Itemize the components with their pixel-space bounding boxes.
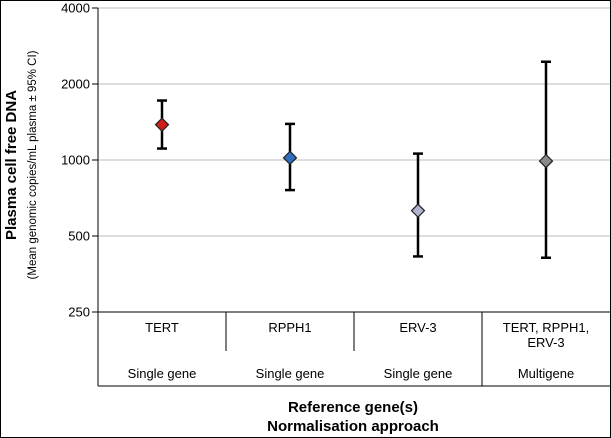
y-tick-labels: 250 500 1000 2000 4000 xyxy=(61,1,90,320)
y-axis-title-group: Plasma cell free DNA xyxy=(3,90,20,240)
y-tick-label: 250 xyxy=(68,305,90,320)
mean-marker xyxy=(154,117,170,133)
mean-marker xyxy=(410,203,426,219)
gridlines xyxy=(98,7,610,237)
group-label: Single gene xyxy=(256,366,325,381)
category-label: TERT xyxy=(145,320,179,335)
y-axis-title: Plasma cell free DNA xyxy=(3,90,20,240)
mean-marker xyxy=(538,153,554,169)
group-label: Single gene xyxy=(384,366,453,381)
category-label: ERV-3 xyxy=(399,320,436,335)
data-point-group xyxy=(154,99,170,150)
y-tick-label: 1000 xyxy=(61,153,90,168)
group-label: Single gene xyxy=(128,366,197,381)
x-axis-subtitle: Normalisation approach xyxy=(267,418,439,435)
data-point-group xyxy=(410,152,426,258)
category-table: TERT Single gene RPPH1 Single gene ERV-3 Sing… xyxy=(98,312,610,387)
category-label: ERV-3 xyxy=(527,335,564,350)
data-point-group xyxy=(538,60,554,260)
mean-marker xyxy=(282,150,298,166)
data-series xyxy=(154,60,554,260)
y-tick-label: 4000 xyxy=(61,1,90,16)
group-label: Multigene xyxy=(518,366,574,381)
category-label: RPPH1 xyxy=(268,320,311,335)
y-tick-label: 500 xyxy=(68,229,90,244)
y-axis-subtitle: (Mean genomic copies/mL plasma ± 95% CI) xyxy=(27,50,39,279)
y-axis-subtitle-group: (Mean genomic copies/mL plasma ± 95% CI) xyxy=(27,50,39,279)
y-tick-label: 2000 xyxy=(61,77,90,92)
x-axis-title: Reference gene(s) xyxy=(288,399,418,416)
category-label: TERT, RPPH1, xyxy=(503,320,589,335)
data-point-group xyxy=(282,122,298,192)
